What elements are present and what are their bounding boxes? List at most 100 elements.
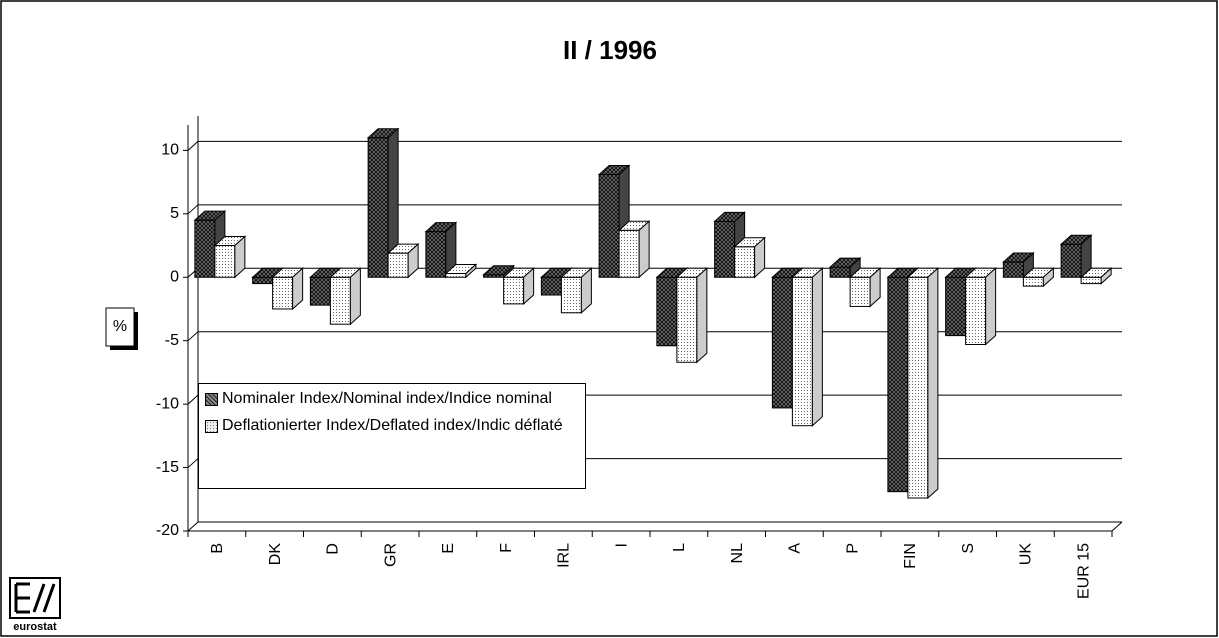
bar-group (848, 267, 882, 308)
bar (252, 276, 274, 285)
grid-depth (187, 458, 199, 468)
bar-side (927, 267, 939, 500)
bar (676, 276, 698, 363)
bar-side (465, 263, 477, 279)
bar (907, 276, 929, 499)
y-tick-label: 5 (170, 205, 179, 222)
bar (598, 173, 620, 278)
bar-side (696, 267, 708, 364)
x-tick-label: L (671, 543, 688, 552)
bar-group (560, 267, 593, 314)
bar-group (502, 267, 535, 306)
legend: Nominaler Index/Nominal index/Indice nom… (198, 383, 586, 489)
bar (791, 276, 813, 427)
bar-side (985, 267, 997, 346)
y-tick-label: 10 (161, 142, 179, 159)
x-tick-label: IRL (556, 543, 573, 568)
bar (272, 276, 294, 310)
y-axis-label: % (113, 318, 127, 335)
legend-item: Nominaler Index/Nominal index/Indice nom… (205, 388, 579, 409)
x-tick-label: UK (1018, 543, 1035, 566)
bar-group (366, 127, 400, 279)
bar (329, 276, 351, 325)
bar-group (617, 220, 651, 279)
bar (503, 276, 525, 305)
bar-group (329, 267, 362, 326)
bar (714, 220, 736, 278)
legend-label: Deflationierter Index/Deflated index/Ind… (222, 417, 563, 434)
bar (965, 276, 987, 345)
grid-depth (187, 204, 199, 215)
x-tick-label: DK (267, 543, 284, 566)
bar-group (675, 267, 709, 364)
bar-group (1022, 267, 1055, 288)
bar-side (869, 267, 881, 308)
bar-side (407, 243, 419, 279)
x-tick-label: E (440, 543, 457, 554)
bar-group (213, 235, 247, 279)
bar-group (386, 243, 420, 279)
bar (1060, 243, 1082, 278)
bar-side (349, 267, 361, 326)
x-tick-label: A (787, 543, 804, 554)
x-tick-label: B (209, 543, 226, 554)
bar-side (638, 220, 650, 279)
bar (1080, 276, 1102, 285)
bar-side (580, 267, 592, 314)
bar-side (292, 267, 304, 311)
bar-side (1042, 267, 1054, 288)
bar-group (791, 267, 824, 427)
bar (1022, 276, 1044, 287)
bar (656, 276, 678, 347)
x-tick-label: GR (382, 543, 399, 567)
chart-title: II / 1996 (563, 35, 657, 65)
bar (945, 276, 967, 337)
x-axis-back (1111, 521, 1123, 532)
bar (829, 266, 851, 278)
bar (540, 276, 562, 296)
bar (214, 245, 236, 278)
bar (1002, 261, 1024, 278)
bar (309, 276, 331, 306)
bar (849, 276, 871, 307)
x-tick-label: D (325, 543, 342, 555)
grid-depth (187, 394, 199, 405)
bar-group (424, 221, 458, 279)
y-tick-label: -5 (165, 332, 179, 349)
x-tick-label: S (960, 543, 977, 554)
bar-group (1002, 251, 1035, 279)
logo-text: eurostat (13, 621, 57, 633)
y-tick-label: -20 (156, 522, 179, 539)
bar-side (754, 236, 766, 279)
bar (618, 229, 640, 278)
legend-swatch (205, 420, 218, 433)
bar (771, 276, 793, 409)
x-tick-label: P (844, 543, 861, 554)
grid-depth (187, 521, 199, 532)
bar-group (964, 267, 997, 346)
bar-group (906, 267, 940, 500)
bar-group (444, 263, 478, 279)
bar (560, 276, 582, 314)
grid-depth (187, 331, 199, 342)
bar (387, 252, 409, 278)
grid-depth (187, 141, 199, 151)
y-label-box (105, 307, 135, 347)
logo (9, 577, 61, 619)
bar-group (1079, 267, 1113, 285)
bar (734, 246, 756, 278)
x-tick-label: NL (729, 543, 746, 564)
bar-group (828, 256, 862, 279)
bar (445, 272, 467, 278)
bar-side (1100, 267, 1112, 285)
bar-side (523, 267, 535, 306)
bar-side (234, 235, 246, 279)
y-tick-label: 0 (170, 268, 179, 285)
x-tick-label: EUR 15 (1075, 543, 1092, 599)
bar (367, 137, 389, 278)
bar (887, 276, 909, 493)
legend-swatch (205, 393, 218, 406)
